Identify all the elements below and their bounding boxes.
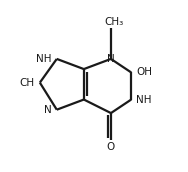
Text: N: N xyxy=(44,105,52,115)
Text: O: O xyxy=(107,142,115,152)
Text: N: N xyxy=(107,54,115,64)
Text: NH: NH xyxy=(36,54,52,64)
Text: OH: OH xyxy=(136,67,152,77)
Text: CH₃: CH₃ xyxy=(105,17,124,27)
Text: NH: NH xyxy=(136,95,152,105)
Text: CH: CH xyxy=(20,78,35,88)
